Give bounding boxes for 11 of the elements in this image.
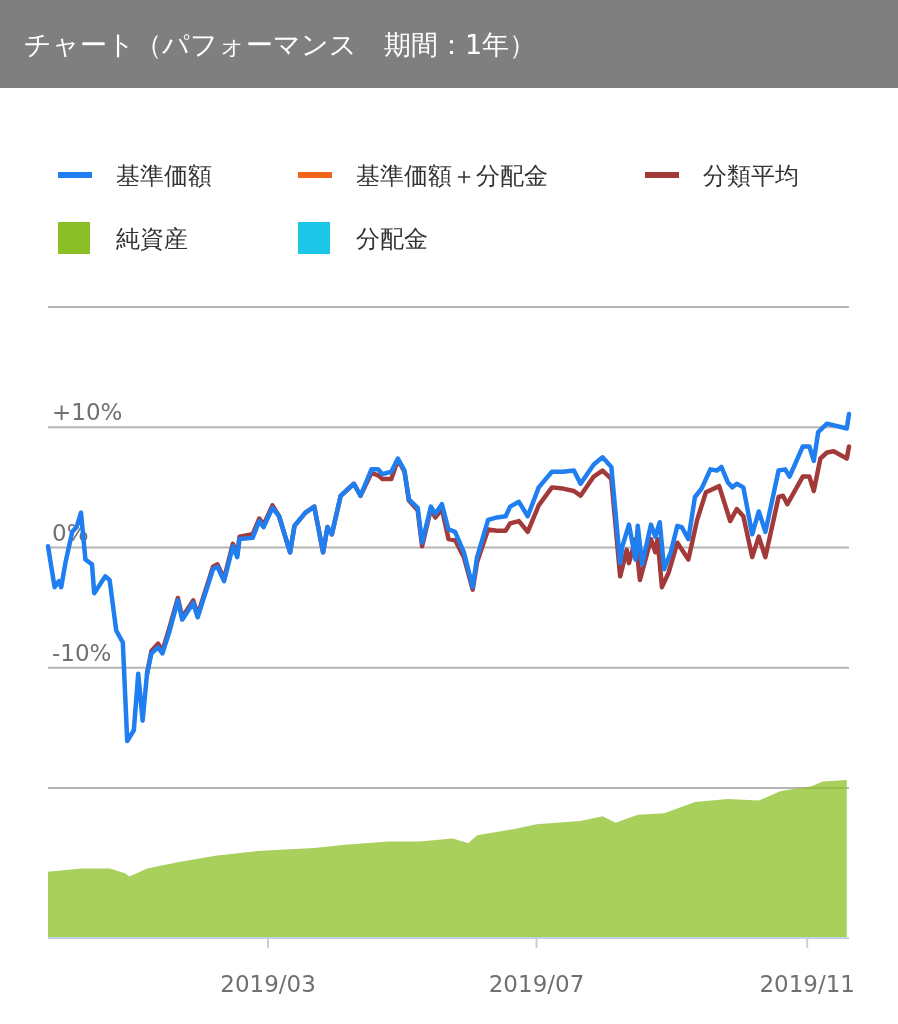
x-tick-label: 2019/07 [488,971,585,997]
legend-label: 分類平均 [703,162,799,190]
y-tick-label: -10% [52,639,112,666]
legend-label: 分配金 [356,225,428,253]
x-tick-label: 2019/03 [220,971,316,997]
legend-label: 基準価額 [116,162,212,190]
legend-label: 純資産 [116,225,188,253]
x-tick-label: 2019/11 [759,971,855,997]
chart-title: チャート（パフォーマンス 期間：1年） [24,29,537,60]
y-tick-label: +10% [52,399,123,426]
legend-label: 基準価額＋分配金 [356,162,548,190]
